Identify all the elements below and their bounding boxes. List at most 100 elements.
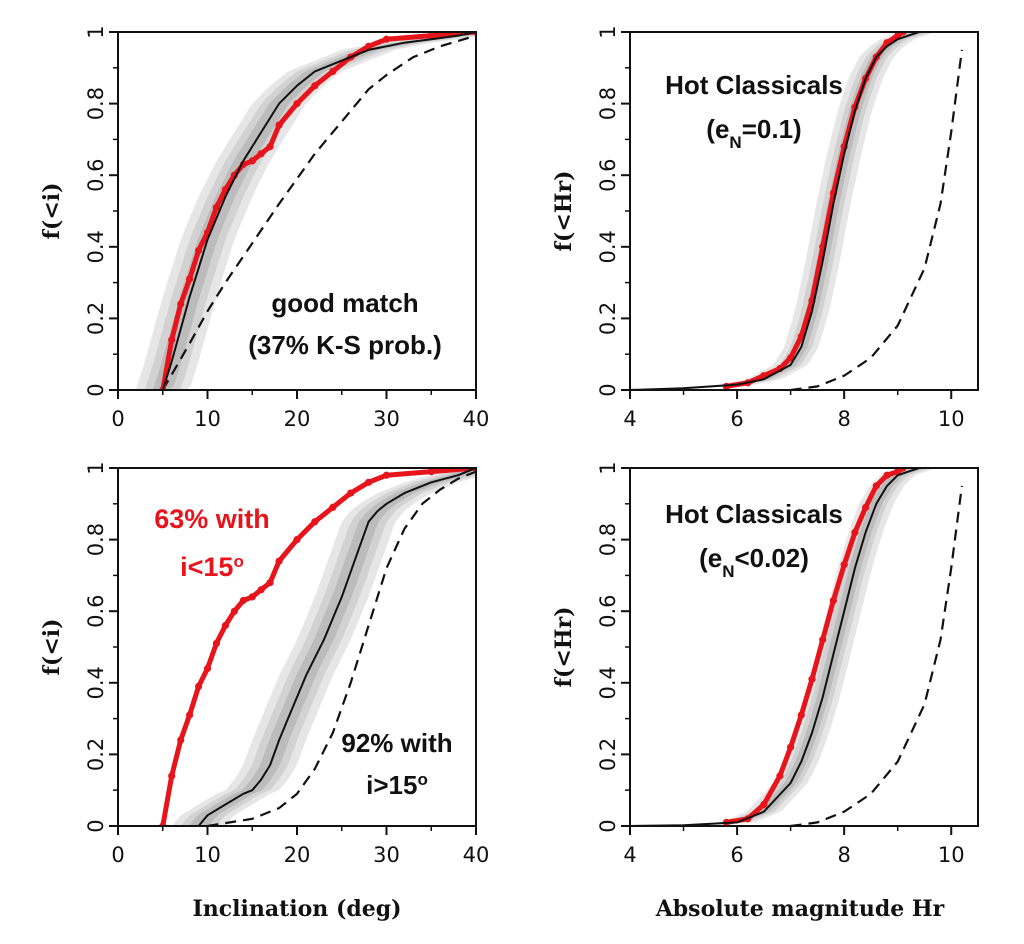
observed-point (293, 536, 301, 544)
annotation-text: good match (271, 288, 418, 318)
x-tick-label: 30 (373, 407, 400, 431)
observed-red-line (725, 468, 905, 825)
y-tick-label: 0.8 (84, 87, 108, 120)
x-tick-label: 40 (463, 407, 490, 431)
annotation-text: Hot Classicals (665, 70, 843, 100)
observed-point (239, 596, 247, 605)
y-tick-label: 0 (596, 819, 620, 832)
observed-point (212, 203, 220, 211)
panel-top-right: 4 6 8 10 0 0.2 0.4 0.6 0.8 1 f(<Hr) Hot Classicals (… (551, 25, 979, 431)
observed-point (787, 743, 795, 751)
observed-point (195, 246, 203, 254)
x-tick-label: 0 (111, 843, 124, 867)
x-tick-label: 10 (194, 407, 221, 431)
annotation-text: (37% K-S prob.) (248, 330, 442, 360)
reference-dashed-line (790, 485, 963, 826)
observed-point (365, 42, 373, 50)
x-tick-label: 20 (284, 843, 311, 867)
observed-point (427, 32, 435, 40)
x-tick-label: 10 (938, 843, 965, 867)
observed-point (797, 711, 805, 719)
observed-point (266, 143, 274, 151)
y-tick-label: 0.2 (84, 302, 108, 335)
x-tick-label: 4 (623, 407, 636, 431)
observed-point (257, 150, 265, 158)
observed-point (883, 471, 891, 479)
reference-dashed-line (207, 470, 476, 826)
y-axis-label: f(<i) (39, 182, 65, 239)
observed-point (186, 711, 194, 719)
y-tick-label: 0.6 (84, 158, 108, 191)
observed-point (221, 621, 229, 630)
y-tick-label: 0.6 (596, 594, 620, 627)
x-axis-label-left: Inclination (deg) (192, 896, 401, 922)
observed-point (382, 471, 391, 479)
annotation-text: Hot Classicals (665, 499, 843, 529)
observed-point (894, 32, 902, 40)
y-tick-label: 1 (84, 461, 108, 474)
y-tick-label: 1 (596, 461, 620, 474)
annotation-text: 92% with (341, 728, 452, 758)
y-tick-label: 0.2 (596, 738, 620, 771)
observed-point (329, 67, 337, 75)
x-tick-label: 8 (837, 407, 850, 431)
x-tick-label: 0 (111, 407, 124, 431)
y-tick-label: 1 (596, 25, 620, 38)
y-tick-label: 1 (84, 25, 108, 38)
panel-top-left: 0 10 20 30 40 0 0.2 0.4 0.6 0.8 1 f(<i) good match (3… (39, 25, 490, 431)
observed-point (293, 100, 301, 108)
observed-point (829, 596, 838, 605)
observed-point (248, 593, 256, 601)
observed-point (329, 503, 337, 511)
y-tick-label: 0.2 (84, 738, 108, 771)
observed-point (427, 468, 435, 476)
x-tick-label: 20 (284, 407, 311, 431)
y-tick-label: 0.4 (596, 230, 620, 263)
annotation-text: (eN<0.02) (699, 543, 809, 581)
model-uncertainty-band-1 (630, 32, 947, 390)
observed-point (275, 121, 283, 129)
annotation-text: 63% with (154, 504, 270, 534)
y-axis-label: f(<i) (39, 618, 65, 675)
observed-point (365, 478, 373, 486)
annotation-text: i>15o (366, 770, 428, 801)
observed-point (776, 772, 784, 780)
x-tick-label: 40 (463, 843, 490, 867)
x-tick-label: 10 (194, 843, 221, 867)
observed-red-line (160, 468, 476, 826)
y-tick-label: 0.2 (596, 302, 620, 335)
observed-point (168, 772, 176, 780)
x-tick-label: 4 (623, 843, 636, 867)
y-tick-label: 0.6 (84, 594, 108, 627)
observed-point (230, 607, 238, 615)
y-tick-label: 0.4 (84, 230, 108, 263)
observed-point (311, 518, 319, 526)
annotation-text: (eN=0.1) (706, 114, 801, 152)
observed-point (872, 482, 880, 490)
y-tick-label: 0.8 (84, 523, 108, 556)
reference-dashed-line (790, 49, 963, 390)
observed-point (840, 561, 848, 569)
x-tick-label: 6 (730, 843, 743, 867)
observed-point (186, 275, 194, 283)
observed-red-line (725, 32, 905, 389)
y-tick-label: 0 (84, 819, 108, 832)
reference-dashed-line (161, 34, 476, 390)
x-tick-label: 10 (938, 407, 965, 431)
observed-point (760, 800, 768, 809)
model-black-line (630, 468, 920, 826)
observed-point (819, 636, 827, 644)
y-tick-label: 0.6 (596, 158, 620, 191)
model-black-line (161, 32, 476, 390)
observed-point (257, 586, 265, 594)
observed-point (266, 579, 274, 587)
observed-point (195, 682, 203, 691)
x-tick-label: 30 (373, 843, 400, 867)
observed-point (808, 675, 816, 683)
y-tick-label: 0 (596, 383, 620, 396)
observed-red-line (160, 32, 476, 390)
y-tick-label: 0.8 (596, 87, 620, 120)
x-tick-label: 8 (837, 843, 850, 867)
observed-point (311, 82, 319, 90)
